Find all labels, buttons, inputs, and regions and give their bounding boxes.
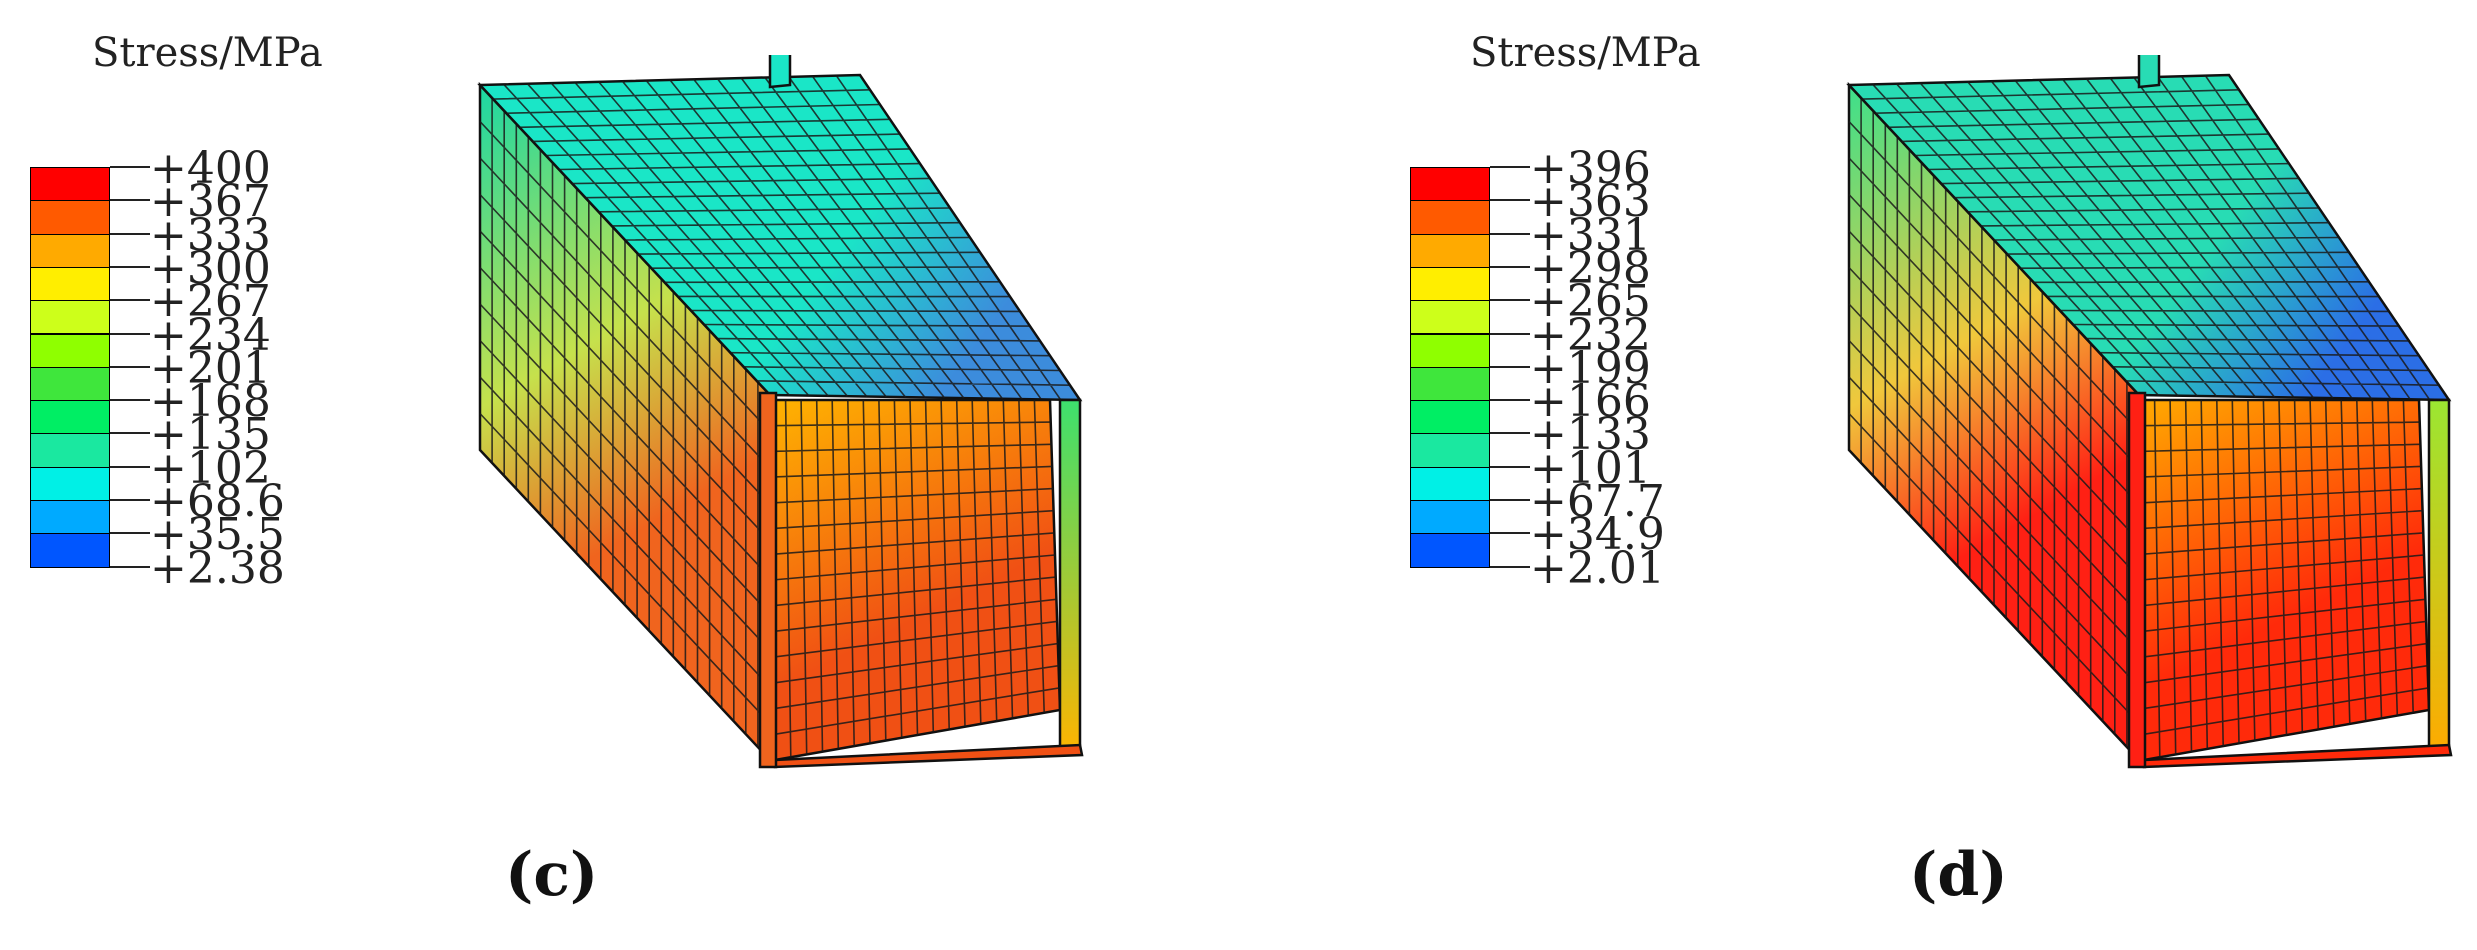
model-c [477,55,1084,769]
legend-swatch [30,333,110,368]
legend-tick-label: +298 [1530,242,1651,294]
legend-swatch [1410,366,1490,402]
legend-swatch [30,400,110,435]
legend-swatch [1410,533,1490,568]
legend-tick-label: +133 [1530,409,1651,461]
legend-tick-label: +35.5 [150,509,285,561]
flange-lip [768,55,792,89]
model-d [1846,55,2453,769]
legend-swatch [30,200,110,235]
legend-tick-label: +331 [1530,209,1651,261]
panel-label-d: (d) [1909,840,2008,910]
legend-tick-label: +300 [150,242,271,294]
legend-tick-label: +363 [1530,176,1651,228]
legend-swatch [30,500,110,535]
legend-tick-label: +68.6 [150,476,285,527]
legend-tick [1490,399,1530,402]
legend-tick [110,565,150,568]
legend-tick-label: +135 [150,409,271,461]
legend-swatch [1410,500,1490,535]
legend-swatch [1410,233,1490,268]
legend-swatch [1410,466,1490,501]
web-front-edge [2127,391,2147,769]
legend-tick-label: +2.01 [1530,542,1665,594]
flange-lip [2137,55,2161,89]
inner-cavity [2137,398,2431,762]
legend-tick [1490,532,1530,535]
legend-swatch [1410,333,1490,368]
panel-c: Stress/MPa +400 +367 +333 +300 +267 +234 +201 +… [0,0,1238,950]
legend-swatch [1410,300,1490,335]
legend-swatch [30,300,110,335]
legend-swatch [1410,266,1490,302]
legend-tick [110,399,150,402]
legend-tick [1490,499,1530,501]
legend-tick-label: +232 [1530,309,1651,361]
legend-tick [1490,332,1530,335]
legend-tick [110,499,150,501]
far-web [1058,398,1082,758]
legend-tick [1490,232,1530,235]
steel-box-section-fea-mesh-icon [1846,55,2453,769]
legend-tick [110,365,150,368]
legend-swatch [30,533,110,568]
legend-tick [1490,565,1530,568]
legend-swatch [1410,433,1490,468]
legend-tick-label: +168 [150,376,271,428]
legend-tick [1490,299,1530,302]
legend-swatch [1410,200,1490,235]
web-front-edge [758,391,778,769]
panel-d: Stress/MPa +396 +363 +331 +298 +265 +232 +199 +… [1239,0,2477,950]
legend-title-c: Stress/MPa [92,30,323,76]
legend-tick-label: +400 [150,143,271,194]
legend-tick-label: +34.9 [1530,509,1665,561]
legend-tick-label: +102 [150,442,271,494]
legend-tick [110,532,150,535]
legend-title-d: Stress/MPa [1470,30,1701,76]
legend-tick [110,432,150,435]
legend-swatch [1410,167,1490,202]
legend-tick-label: +166 [1530,376,1651,428]
legend-tick [1490,465,1530,468]
legend-swatch [30,433,110,468]
legend-tick [110,265,150,268]
legend-tick [1490,365,1530,368]
legend-tick [110,232,150,235]
legend-swatch [1410,400,1490,435]
legend-tick [110,199,150,202]
legend-tick-label: +333 [150,209,271,261]
legend-tick [1490,166,1530,168]
legend-tick [1490,199,1530,202]
legend-tick-label: +67.7 [1530,476,1665,527]
legend-tick-label: +234 [150,309,271,361]
legend-swatch [30,266,110,302]
legend-tick-label: +267 [150,276,271,328]
panel-label-c: (c) [505,840,599,910]
steel-box-section-fea-mesh-icon [477,55,1084,769]
legend-swatch [30,233,110,268]
legend-tick [1490,432,1530,435]
inner-cavity [768,398,1062,762]
legend-swatch [30,366,110,402]
legend-tick-label: +101 [1530,442,1651,494]
legend-swatch [30,466,110,501]
legend-tick-label: +367 [150,176,271,228]
legend-swatch [30,167,110,202]
legend-tick-label: +201 [150,342,271,394]
legend-tick [110,332,150,335]
legend-tick-label: +265 [1530,276,1651,328]
legend-tick [110,166,150,168]
legend-tick [110,299,150,302]
legend-tick [110,465,150,468]
legend-tick-label: +396 [1530,143,1651,194]
legend-tick [1490,265,1530,268]
far-web [2427,398,2451,758]
legend-tick-label: +199 [1530,342,1651,394]
legend-tick-label: +2.38 [150,542,285,594]
